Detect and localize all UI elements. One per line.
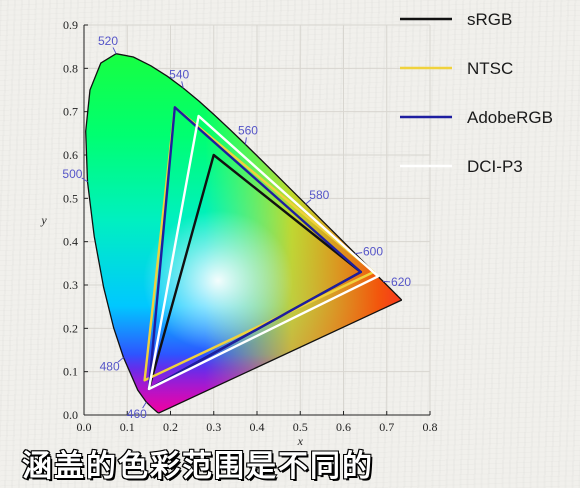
- x-tick-label: 0.7: [379, 420, 394, 434]
- y-tick-label: 0.2: [63, 321, 78, 335]
- tick-labels: 0.0 0.1 0.2 0.3 0.4 0.5 0.6 0.7 0.8 0.0 0.1 0.2 0.3 0…: [63, 18, 438, 434]
- x-tick-label: 0.0: [77, 420, 92, 434]
- gamut-dci-p3: [147, 114, 380, 391]
- y-tick-label: 0.7: [63, 105, 78, 119]
- wavelength-tick: [81, 177, 88, 183]
- wavelength-tick: [112, 47, 117, 54]
- axes: [83, 24, 431, 416]
- wavelength-tick: [355, 252, 363, 255]
- y-tick-label: 0.0: [63, 408, 78, 422]
- x-tick-label: 0.4: [250, 420, 265, 434]
- legend-label: NTSC: [467, 59, 513, 78]
- legend-label: AdobeRGB: [467, 108, 553, 127]
- legend: sRGB NTSC AdobeRGB DCI-P3: [400, 10, 553, 176]
- wavelength-label: 580: [309, 188, 329, 202]
- gamut-ntsc: [143, 106, 375, 382]
- wavelength-tick: [142, 401, 147, 409]
- wavelength-label: 480: [100, 359, 120, 373]
- wavelength-label: 560: [238, 124, 258, 138]
- gamut-triangles: [143, 106, 380, 391]
- spectral-locus: [85, 53, 403, 414]
- wavelength-tick: [181, 81, 184, 89]
- y-axis-label: y: [40, 213, 47, 227]
- wavelength-label: 620: [391, 275, 411, 289]
- wavelength-label: 520: [98, 34, 118, 48]
- legend-label: DCI-P3: [467, 157, 523, 176]
- x-axis-label: x: [297, 434, 304, 448]
- y-tick-label: 0.3: [63, 278, 78, 292]
- wavelength-label: 540: [169, 68, 189, 82]
- wavelength-label: 600: [363, 245, 383, 259]
- y-tick-label: 0.8: [63, 61, 78, 75]
- y-tick-label: 0.5: [63, 191, 78, 205]
- x-tick-label: 0.2: [163, 420, 178, 434]
- subtitle-caption: 涵盖的色彩范围是不同的: [21, 448, 374, 485]
- x-tick-label: 0.8: [423, 420, 438, 434]
- wavelength-tick: [305, 199, 312, 205]
- x-tick-label: 0.5: [293, 420, 308, 434]
- wavelength-tick: [117, 357, 124, 363]
- y-tick-label: 0.4: [63, 235, 78, 249]
- wavelength-label: 460: [127, 407, 147, 421]
- x-tick-label: 0.3: [206, 420, 221, 434]
- wavelength-tick: [244, 137, 247, 145]
- y-tick-label: 0.1: [63, 365, 78, 379]
- x-tick-label: 0.6: [336, 420, 351, 434]
- y-tick-label: 0.9: [63, 18, 78, 32]
- wavelength-labels: 460 480 500 520 540 560 580 600 620: [62, 34, 411, 421]
- fill-white-point: [143, 210, 294, 351]
- wavelength-label: 500: [62, 167, 82, 181]
- gamut-adobergb: [147, 106, 362, 391]
- legend-label: sRGB: [467, 10, 512, 29]
- x-tick-label: 0.1: [120, 420, 135, 434]
- y-tick-label: 0.6: [63, 148, 78, 162]
